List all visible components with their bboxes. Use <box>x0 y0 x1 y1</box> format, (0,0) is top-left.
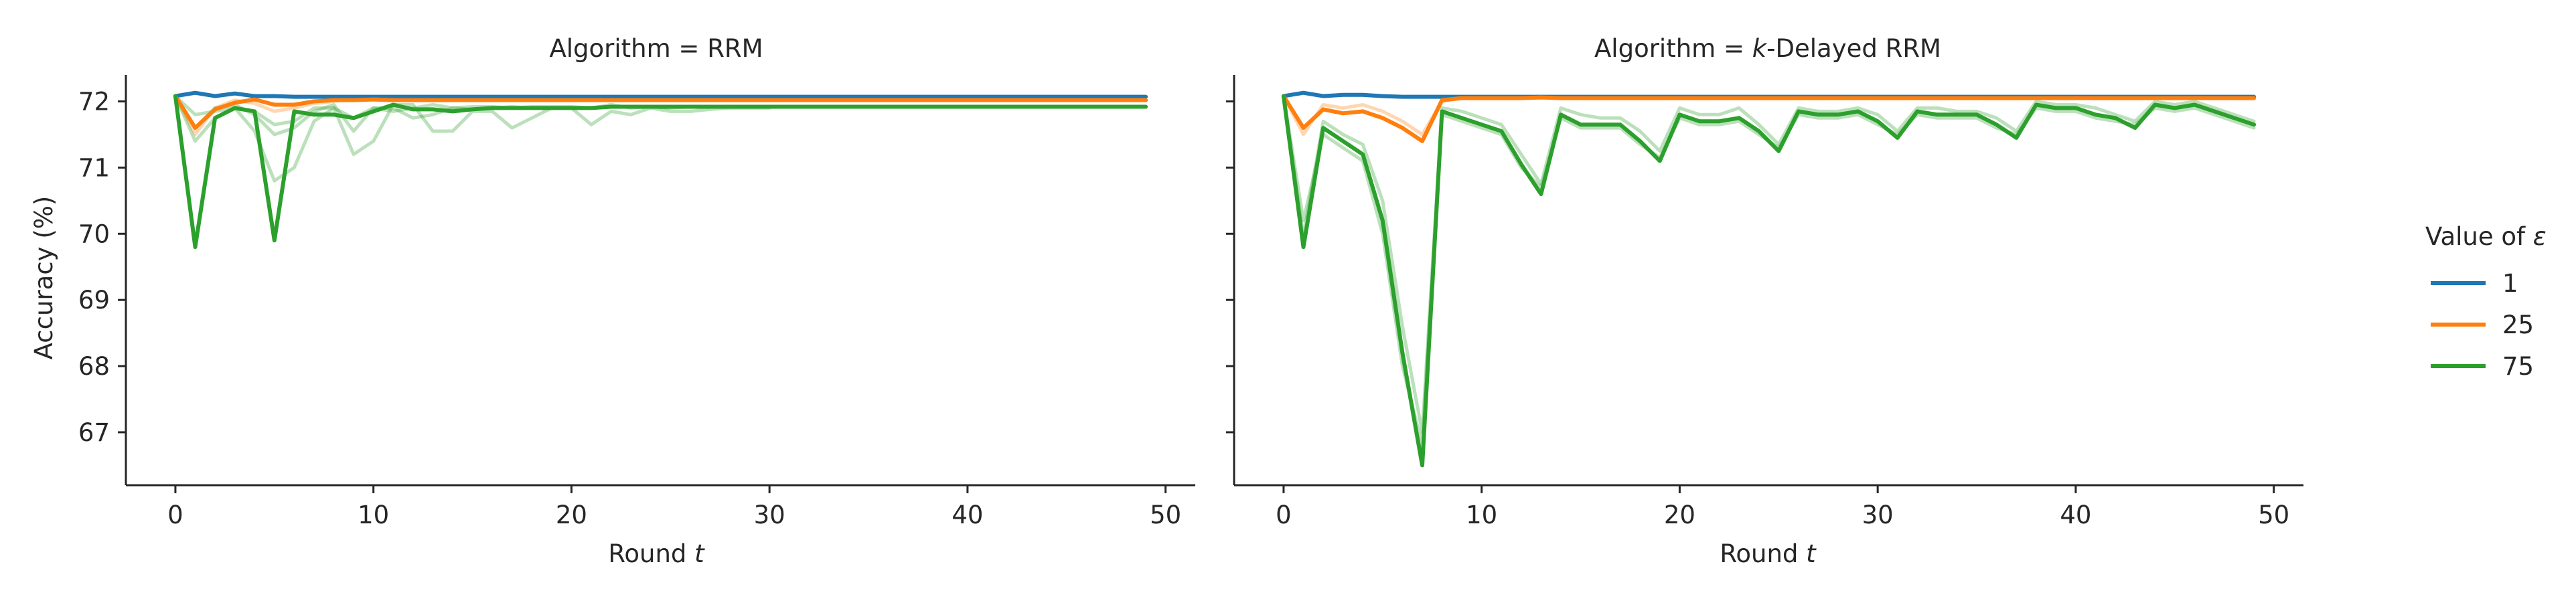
legend-label-75: 75 <box>2502 352 2534 381</box>
legend-entries: 1 25 75 <box>2431 269 2534 381</box>
x-tick-label: 40 <box>2060 501 2091 529</box>
legend-label-1: 1 <box>2502 269 2518 298</box>
x-tick-label: 50 <box>2258 501 2289 529</box>
legend: Value of ε 1 25 75 <box>2425 222 2547 381</box>
panel-title: Algorithm = k-Delayed RRM <box>1594 34 1941 63</box>
series-line-eps-75-run <box>1282 94 2256 434</box>
x-ticks: 0 10 20 30 40 50 <box>167 485 1181 529</box>
series-line-eps-25 <box>1281 94 2257 143</box>
panel-rrm: Algorithm = RRM 67 68 69 70 71 72 0 10 20 30 40 50… <box>78 34 1195 568</box>
y-tick-label: 67 <box>78 418 110 447</box>
x-tick-label: 10 <box>358 501 389 529</box>
x-tick-label: 20 <box>556 501 587 529</box>
y-tick-label: 68 <box>78 352 110 381</box>
y-tick-label: 72 <box>78 88 110 116</box>
y-tick-label: 70 <box>78 220 110 248</box>
series-line-eps-25 <box>173 94 1148 131</box>
x-tick-label: 0 <box>1276 501 1292 529</box>
series-line-eps-1 <box>173 90 1148 99</box>
y-ticks: 67 68 69 70 71 72 <box>78 88 126 447</box>
x-axis-label: Round t <box>1720 539 1817 568</box>
x-tick-label: 50 <box>1150 501 1181 529</box>
x-tick-label: 0 <box>167 501 183 529</box>
panel-k-delayed-rrm: Algorithm = k-Delayed RRM 0 10 20 30 40 50 Ro… <box>1226 34 2303 568</box>
panel-title: Algorithm = RRM <box>549 34 763 63</box>
y-tick-label: 69 <box>78 286 110 315</box>
series-lines <box>173 90 1148 250</box>
series-lines <box>1281 90 2257 468</box>
y-axis-label: Accuracy (%) <box>29 196 58 360</box>
series-line-eps-75 <box>1281 94 2257 468</box>
y-ticks <box>1226 100 1234 434</box>
legend-label-25: 25 <box>2502 311 2534 339</box>
y-tick-label: 71 <box>78 153 110 182</box>
x-tick-label: 30 <box>754 501 785 529</box>
x-tick-label: 30 <box>1862 501 1894 529</box>
x-ticks: 0 10 20 30 40 50 <box>1276 485 2289 529</box>
x-axis-label: Round t <box>608 539 705 568</box>
series-line-eps-75 <box>173 94 1148 250</box>
x-tick-label: 40 <box>952 501 983 529</box>
legend-title: Value of ε <box>2425 222 2547 251</box>
x-tick-label: 20 <box>1664 501 1695 529</box>
x-tick-label: 10 <box>1466 501 1497 529</box>
